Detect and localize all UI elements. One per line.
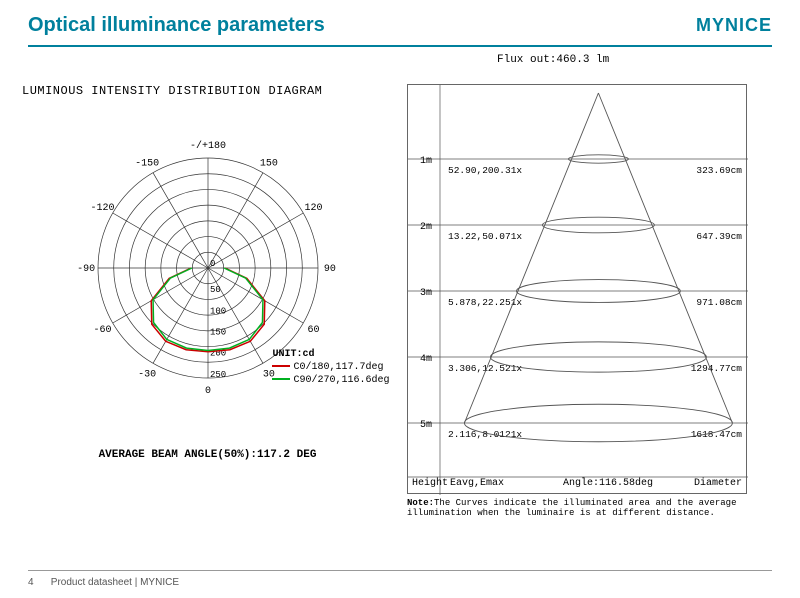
svg-text:1618.47cm: 1618.47cm [691,429,743,440]
svg-text:2m: 2m [420,222,432,233]
svg-text:-90: -90 [77,264,95,275]
svg-text:2.116,8.0121x: 2.116,8.0121x [448,429,522,440]
cone-panel: Flux out:460.3 lm 1m52.90,200.31x323.69c… [407,70,778,554]
content: LUMINOUS INTENSITY DISTRIBUTION DIAGRAM … [22,70,778,554]
polar-title: LUMINOUS INTENSITY DISTRIBUTION DIAGRAM [22,84,393,98]
svg-text:60: 60 [307,325,319,336]
svg-text:52.90,200.31x: 52.90,200.31x [448,165,522,176]
avg-beam-label: AVERAGE BEAM ANGLE(50%):117.2 DEG [22,449,393,461]
svg-text:250: 250 [210,370,226,380]
svg-text:-150: -150 [135,158,159,169]
svg-text:0: 0 [204,386,210,397]
polar-legend: UNIT:cd C0/180,117.7deg C90/270,116.6deg [272,348,389,387]
svg-text:3m: 3m [420,288,432,299]
svg-text:1294.77cm: 1294.77cm [691,363,743,374]
polar-panel: LUMINOUS INTENSITY DISTRIBUTION DIAGRAM … [22,70,393,554]
polar-svg: 0306090120150-150-120-90-60-30-/+1805010… [28,118,388,438]
svg-text:-/+180: -/+180 [189,140,225,152]
svg-text:1m: 1m [420,156,432,167]
svg-text:5.878,22.251x: 5.878,22.251x [448,297,522,308]
svg-text:971.08cm: 971.08cm [696,297,742,308]
legend-series-1: C90/270,116.6deg [272,374,389,387]
svg-text:100: 100 [210,306,226,316]
svg-text:-60: -60 [93,325,111,336]
footer-text: Product datasheet | MYNICE [51,577,179,588]
legend-unit: UNIT:cd [272,348,389,361]
page-number: 4 [28,577,48,588]
svg-text:-120: -120 [90,203,114,214]
brand-logo: MYNICE [696,15,772,36]
polar-chart: 0306090120150-150-120-90-60-30-/+1805010… [28,118,388,443]
flux-out-label: Flux out:460.3 lm [497,54,609,66]
svg-text:13.22,50.071x: 13.22,50.071x [448,231,522,242]
cone-svg: 1m 52.90,200.31x 323.69cm 2m 13.22,50.071x 64… [408,85,748,495]
svg-text:150: 150 [259,158,277,169]
svg-text:323.69cm: 323.69cm [696,165,742,176]
svg-text:4m: 4m [420,354,432,365]
cone-angle-label: Angle:116.58deg [540,478,676,489]
svg-text:-30: -30 [138,370,156,381]
cone-col-headers: Height Eavg,Emax Angle:116.58deg Diamete… [408,478,746,489]
footer: 4 Product datasheet | MYNICE [28,570,772,588]
page-title: Optical illuminance parameters [28,14,325,37]
cone-note: Note:The Curves indicate the illuminated… [407,498,747,518]
svg-text:50: 50 [210,285,221,295]
cone-chart: 1m 52.90,200.31x 323.69cm 2m 13.22,50.071x 64… [407,84,747,494]
svg-text:0: 0 [210,259,215,269]
header: Optical illuminance parameters MYNICE [28,14,772,47]
svg-text:5m: 5m [420,420,432,431]
svg-text:647.39cm: 647.39cm [696,231,742,242]
svg-text:120: 120 [304,203,322,214]
svg-text:90: 90 [323,264,335,275]
legend-series-0: C0/180,117.7deg [272,361,389,374]
svg-text:150: 150 [210,327,226,337]
